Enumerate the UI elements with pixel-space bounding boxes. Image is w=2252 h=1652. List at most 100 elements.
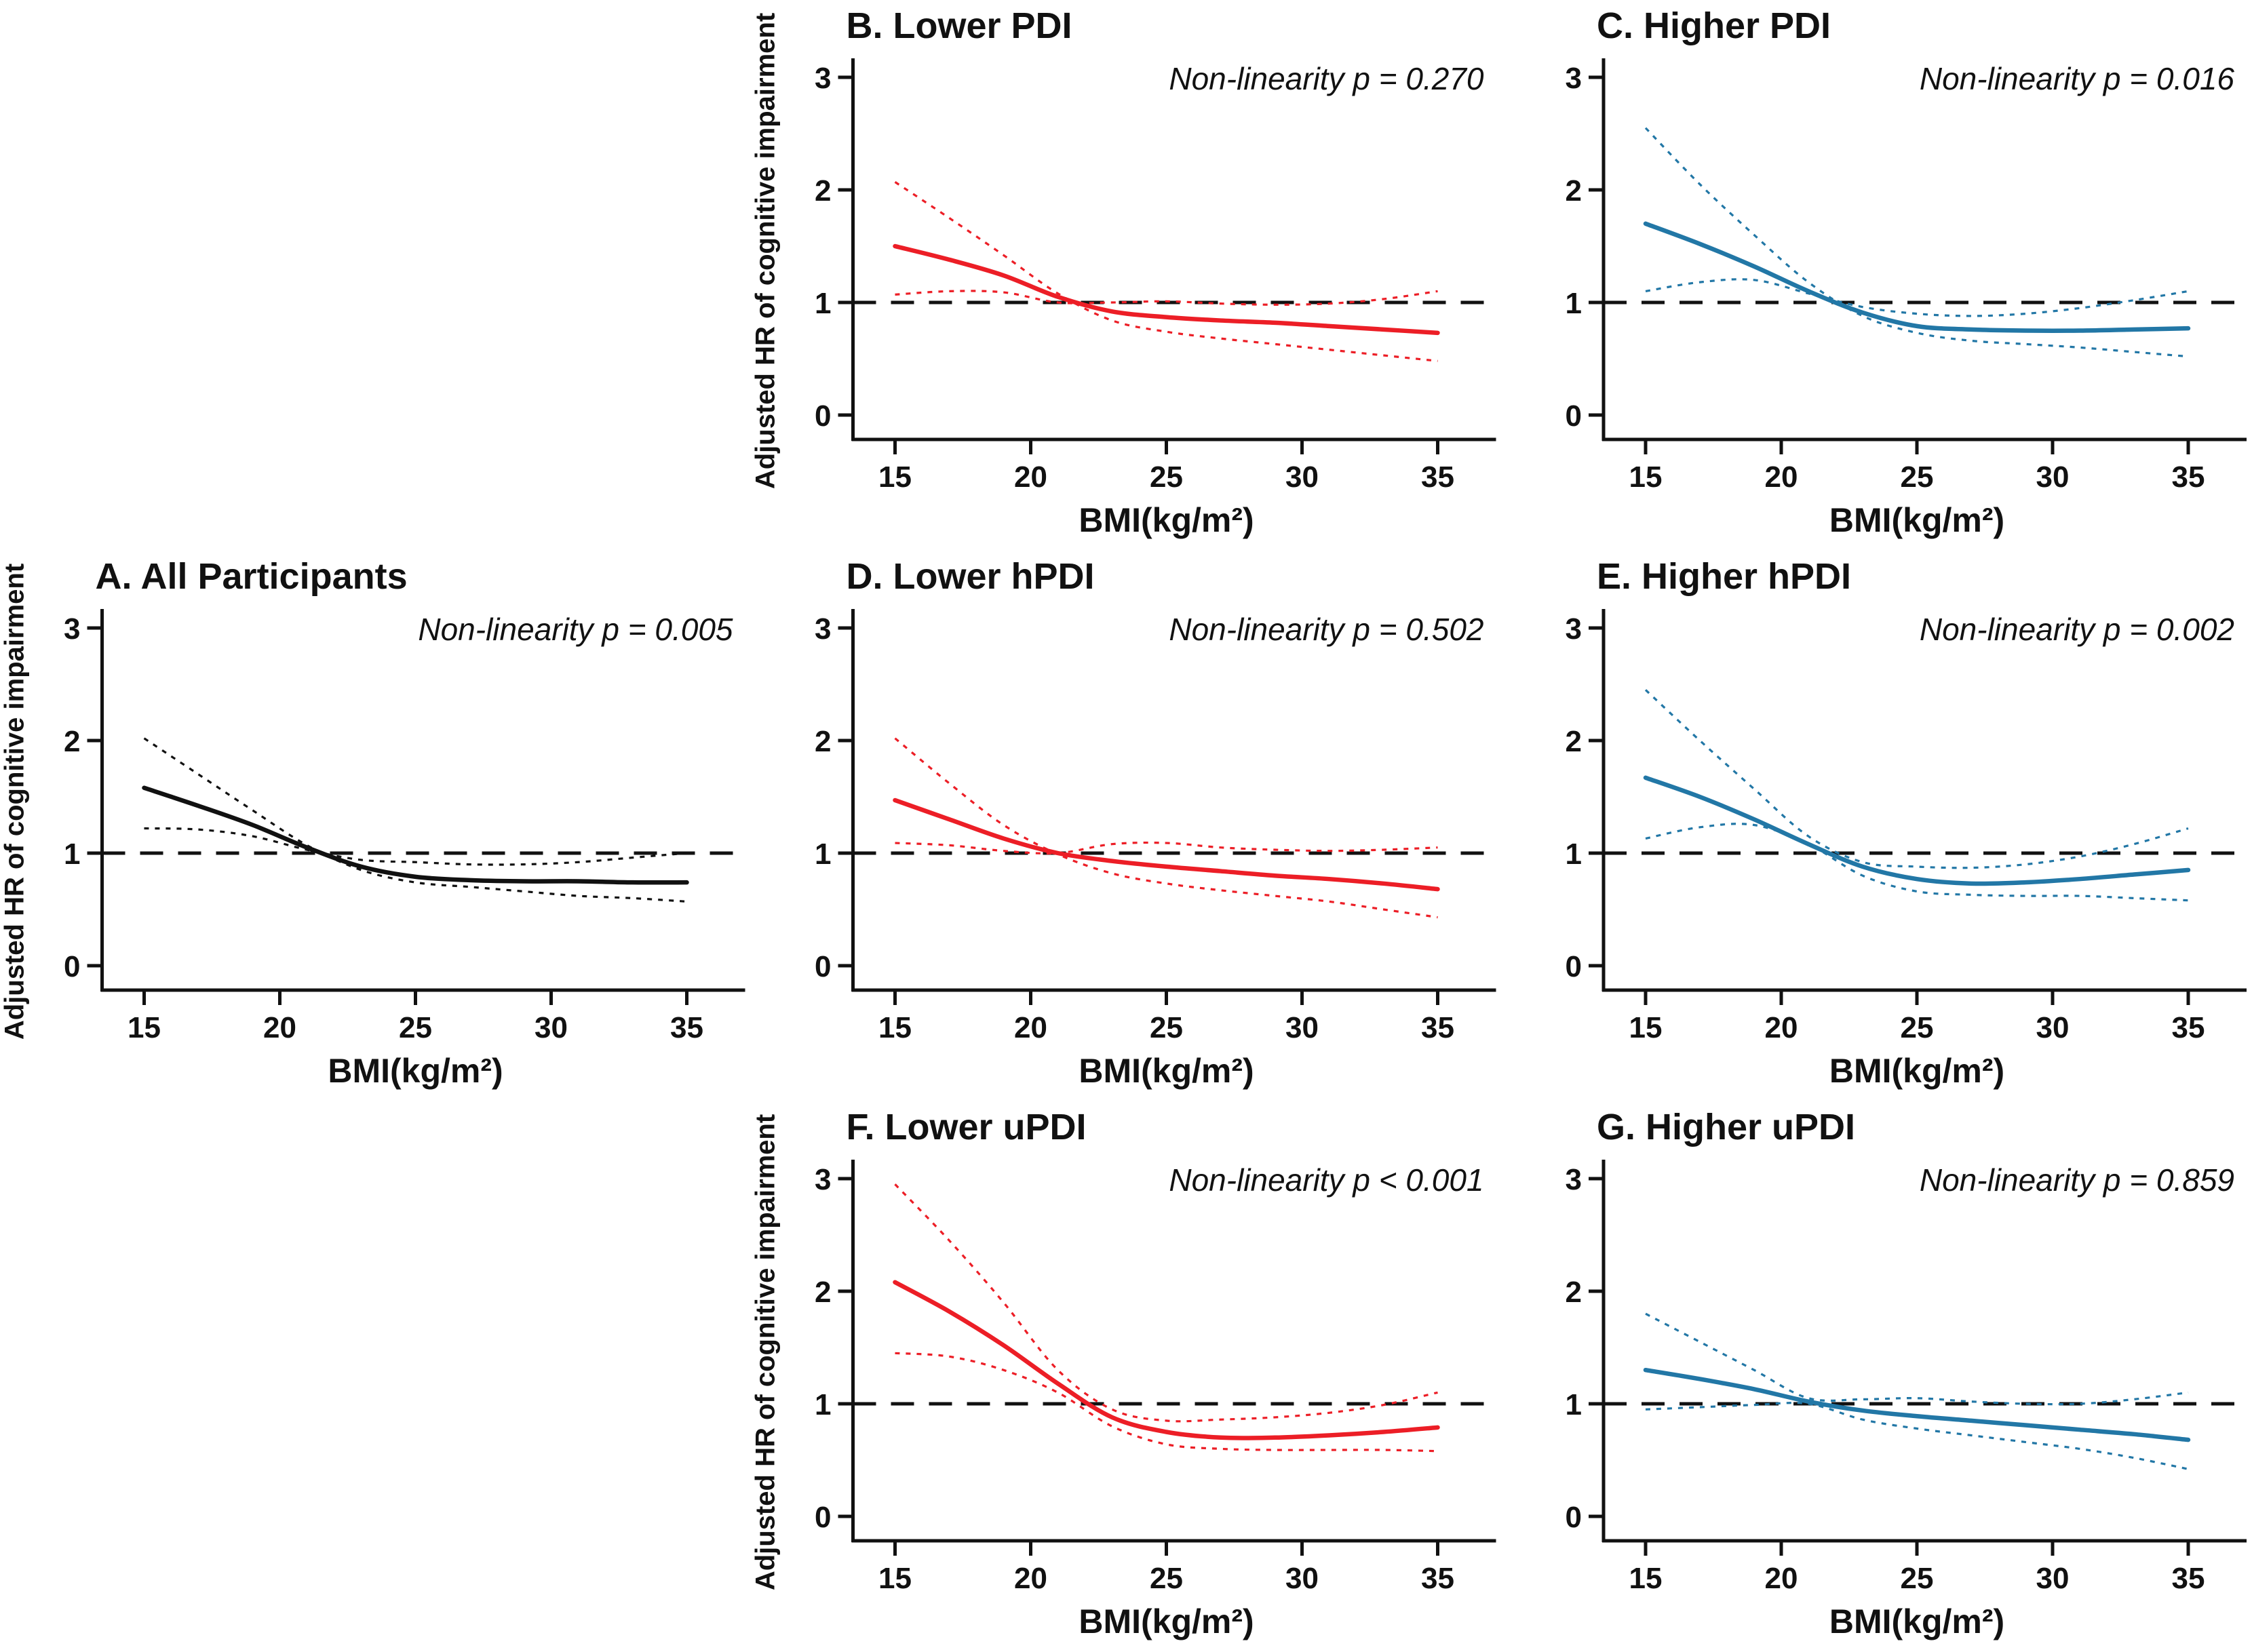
x-tick-label: 35 bbox=[2172, 1011, 2205, 1044]
hr-curve bbox=[142, 785, 689, 885]
ci-curve-b bbox=[1645, 278, 2189, 317]
panel-slot-r3c3: G. Higher uPDI Non-linearity p = 0.859 0 1 2… bbox=[1502, 1101, 2252, 1652]
panel-g: G. Higher uPDI Non-linearity p = 0.859 0 1 2… bbox=[1566, 1107, 2247, 1640]
x-tick-label: 35 bbox=[2172, 460, 2205, 494]
x-axis-title: BMI(kg/m²) bbox=[1079, 1602, 1254, 1640]
x-axis-title: BMI(kg/m²) bbox=[1079, 1052, 1254, 1090]
x-tick-label: 25 bbox=[1150, 460, 1183, 494]
y-tick-label: 3 bbox=[1566, 1163, 1582, 1196]
x-tick-label: 30 bbox=[1285, 1562, 1319, 1595]
y-axis-title: Adjusted HR of cognitive impairment bbox=[751, 13, 781, 489]
hr-curve bbox=[893, 1280, 1440, 1440]
ci-curve-a bbox=[1645, 1312, 2189, 1406]
y-axis-title: Adjusted HR of cognitive impairment bbox=[751, 1114, 781, 1590]
x-tick-label: 30 bbox=[535, 1011, 568, 1044]
x-tick-label: 25 bbox=[1150, 1562, 1183, 1595]
panel-b: B. Lower PDI Non-linearity p = 0.270 Adjus… bbox=[751, 5, 1496, 539]
y-tick-label: 1 bbox=[815, 287, 831, 320]
nonlinearity-p-annotation: Non-linearity p < 0.001 bbox=[1169, 1162, 1483, 1198]
x-tick-label: 25 bbox=[1901, 1011, 1934, 1044]
panel-slot-r1c3: C. Higher PDI Non-linearity p = 0.016 0 1 2 3… bbox=[1502, 0, 2252, 551]
x-tick-label: 25 bbox=[1901, 460, 1934, 494]
panel-c: C. Higher PDI Non-linearity p = 0.016 0 1 2 3… bbox=[1566, 5, 2247, 539]
panel-title: F. Lower uPDI bbox=[847, 1107, 1087, 1147]
panel-slot-r1c1 bbox=[0, 0, 751, 551]
y-tick-label: 0 bbox=[1566, 399, 1582, 433]
y-tick-label: 3 bbox=[815, 612, 831, 646]
x-tick-label: 20 bbox=[1014, 1011, 1047, 1044]
x-tick-label: 30 bbox=[1285, 460, 1319, 494]
nonlinearity-p-annotation: Non-linearity p = 0.270 bbox=[1169, 61, 1484, 96]
ci-curve-a bbox=[894, 1183, 1438, 1423]
x-tick-label: 35 bbox=[1421, 1011, 1454, 1044]
hr-curve bbox=[1643, 221, 2191, 333]
y-tick-label: 2 bbox=[1566, 1276, 1582, 1309]
ci-curve-a bbox=[1644, 689, 2189, 869]
y-tick-label: 3 bbox=[815, 1163, 831, 1196]
y-tick-label: 0 bbox=[64, 950, 80, 983]
x-tick-label: 35 bbox=[670, 1011, 703, 1044]
x-tick-label: 30 bbox=[2036, 460, 2070, 494]
y-tick-label: 0 bbox=[815, 399, 831, 433]
panel-slot-r2c1: A. All Participants Non-linearity p = 0.0… bbox=[0, 551, 751, 1101]
panel-e: E. Higher hPDI Non-linearity p = 0.002 0 1 2… bbox=[1566, 556, 2247, 1090]
x-tick-label: 25 bbox=[1901, 1562, 1934, 1595]
nonlinearity-p-annotation: Non-linearity p = 0.502 bbox=[1169, 612, 1483, 647]
ci-curve-b bbox=[895, 290, 1438, 306]
x-tick-label: 35 bbox=[1421, 1562, 1454, 1595]
nonlinearity-p-annotation: Non-linearity p = 0.002 bbox=[1920, 612, 2234, 647]
panel-slot-r3c1 bbox=[0, 1101, 751, 1652]
ci-curve-b bbox=[1645, 823, 2189, 902]
y-tick-label: 2 bbox=[815, 725, 831, 758]
x-tick-label: 20 bbox=[1765, 460, 1798, 494]
y-tick-label: 3 bbox=[64, 612, 80, 646]
x-axis-title: BMI(kg/m²) bbox=[1829, 1052, 2004, 1090]
y-tick-label: 0 bbox=[1566, 1501, 1582, 1534]
panel-title: G. Higher uPDI bbox=[1597, 1107, 1855, 1147]
y-tick-label: 1 bbox=[815, 1388, 831, 1421]
panel-a: A. All Participants Non-linearity p = 0.0… bbox=[0, 556, 745, 1090]
x-tick-label: 15 bbox=[1629, 460, 1663, 494]
panel-slot-r1c2: B. Lower PDI Non-linearity p = 0.270 Adjus… bbox=[751, 0, 1502, 551]
hr-curve bbox=[893, 798, 1440, 892]
x-tick-label: 30 bbox=[2036, 1011, 2070, 1044]
hr-curve bbox=[893, 243, 1440, 336]
x-axis-title: BMI(kg/m²) bbox=[1829, 1602, 2004, 1640]
x-tick-label: 30 bbox=[2036, 1562, 2070, 1595]
y-tick-label: 3 bbox=[815, 62, 831, 95]
x-tick-label: 20 bbox=[1765, 1011, 1798, 1044]
panel-slot-r3c2: F. Lower uPDI Non-linearity p < 0.001 Adju… bbox=[751, 1101, 1502, 1652]
x-tick-label: 15 bbox=[878, 1011, 912, 1044]
panel-title: C. Higher PDI bbox=[1597, 5, 1831, 46]
ci-curve-a bbox=[894, 181, 1438, 362]
panel-title: D. Lower hPDI bbox=[847, 556, 1095, 597]
y-tick-label: 3 bbox=[1566, 612, 1582, 646]
x-tick-label: 25 bbox=[399, 1011, 432, 1044]
x-axis-title: BMI(kg/m²) bbox=[328, 1052, 503, 1090]
y-tick-label: 1 bbox=[1566, 838, 1582, 871]
nonlinearity-p-annotation: Non-linearity p = 0.859 bbox=[1920, 1162, 2234, 1198]
y-tick-label: 2 bbox=[815, 1276, 831, 1309]
x-tick-label: 15 bbox=[878, 1562, 912, 1595]
x-tick-label: 20 bbox=[1014, 1562, 1047, 1595]
x-tick-label: 20 bbox=[1765, 1562, 1798, 1595]
ci-curve-b bbox=[895, 841, 1438, 855]
panel-title: B. Lower PDI bbox=[847, 5, 1072, 46]
panel-d: D. Lower hPDI Non-linearity p = 0.502 0 1 2 3… bbox=[815, 556, 1496, 1090]
hr-curve bbox=[1643, 775, 2191, 886]
x-axis-title: BMI(kg/m²) bbox=[1829, 501, 2004, 539]
x-tick-label: 15 bbox=[878, 460, 912, 494]
nonlinearity-p-annotation: Non-linearity p = 0.016 bbox=[1920, 61, 2235, 96]
y-tick-label: 0 bbox=[815, 1501, 831, 1534]
y-tick-label: 0 bbox=[1566, 950, 1582, 983]
y-tick-label: 2 bbox=[64, 725, 80, 758]
ci-curve-b bbox=[144, 827, 687, 866]
panel-slot-r2c2: D. Lower hPDI Non-linearity p = 0.502 0 1 2 3… bbox=[751, 551, 1502, 1101]
ci-curve-b bbox=[895, 1352, 1438, 1453]
x-tick-label: 30 bbox=[1285, 1011, 1319, 1044]
x-axis-title: BMI(kg/m²) bbox=[1079, 501, 1254, 539]
y-tick-label: 2 bbox=[1566, 174, 1582, 208]
y-tick-label: 1 bbox=[1566, 287, 1582, 320]
panel-title: A. All Participants bbox=[96, 556, 408, 597]
